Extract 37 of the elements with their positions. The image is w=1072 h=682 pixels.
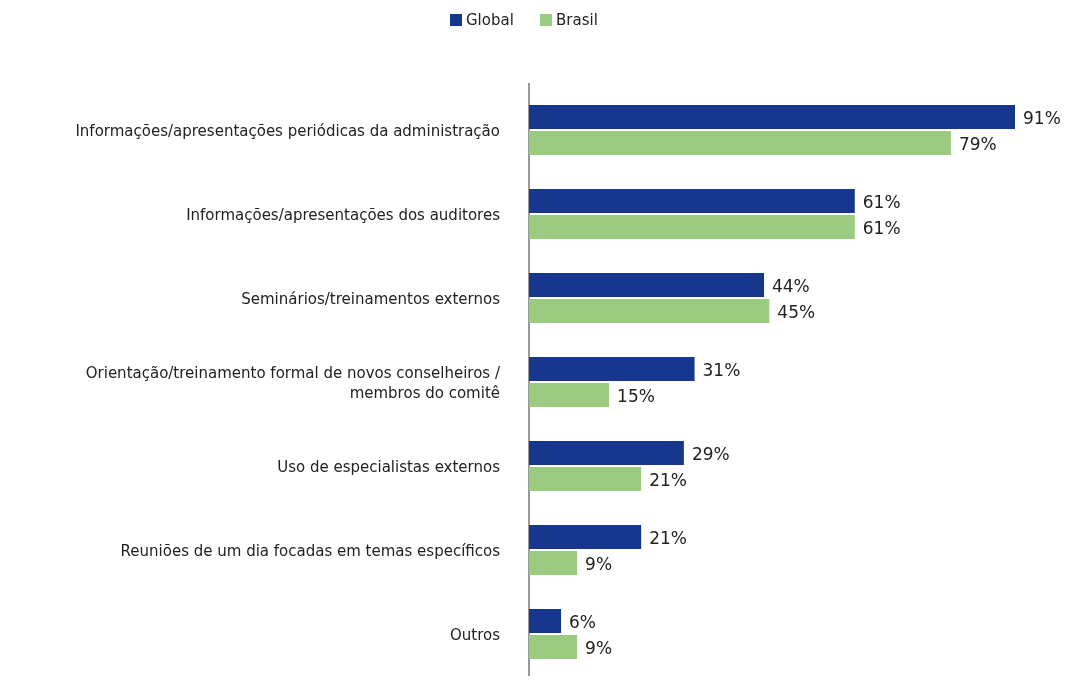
data-label: 44% [771, 276, 810, 296]
bar [529, 441, 684, 465]
data-label: 6% [569, 612, 597, 632]
data-label: 9% [585, 638, 613, 658]
legend-label: Brasil [556, 11, 598, 29]
legend-label: Global [466, 11, 514, 29]
y-tick-label: Orientação/treinamento formal de novos conselheiros / membros do comitê [85, 364, 501, 402]
y-tick-label: Uso de especialistas externos [277, 458, 501, 476]
data-label: 61% [862, 192, 901, 212]
y-tick-label: Informações/apresentações periódicas da administração [75, 122, 500, 140]
bar [529, 215, 855, 239]
data-label: 21% [649, 528, 687, 548]
y-tick-label: Reuniões de um dia focadas em temas específicos [120, 542, 501, 560]
bar [529, 299, 770, 323]
bar [529, 551, 578, 575]
data-label: 21% [649, 470, 687, 490]
bar [529, 357, 695, 381]
data-label: 91% [1023, 108, 1061, 128]
bar [529, 189, 855, 213]
y-tick-label: Outros [449, 626, 501, 644]
bar [529, 467, 642, 491]
y-tick-label: Informações/apresentações dos auditores [186, 206, 501, 224]
bar [529, 273, 764, 297]
bar [529, 131, 951, 155]
data-label: 9% [585, 554, 613, 574]
data-label: 31% [702, 360, 741, 380]
data-label: 45% [777, 302, 816, 322]
y-tick-label: Seminários/treinamentos externos [241, 290, 501, 308]
data-label: 29% [691, 444, 730, 464]
data-label: 15% [617, 386, 655, 406]
bar [529, 383, 610, 407]
data-label: 61% [862, 218, 901, 238]
bar [529, 609, 562, 633]
bar [529, 105, 1015, 129]
bar [529, 635, 578, 659]
data-label: 79% [958, 134, 997, 154]
bar [529, 525, 642, 549]
